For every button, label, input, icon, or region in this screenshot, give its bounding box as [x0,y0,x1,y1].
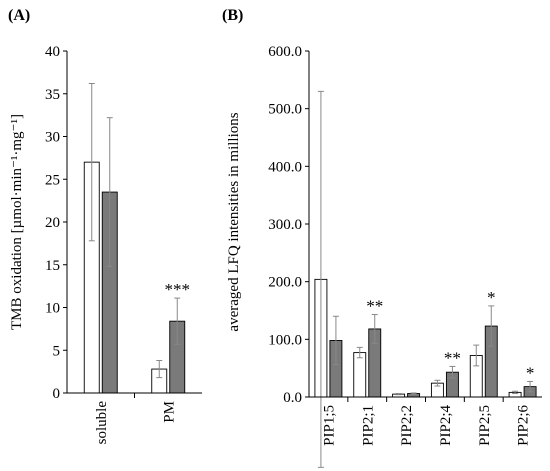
b-significance-mark: ** [444,348,461,367]
panel-a-error-bars [88,82,181,379]
b-error-bar [473,344,480,367]
b-y-tick-label: 500.0 [268,102,302,118]
b-error-bar [410,392,417,395]
b-significance-mark: * [487,288,496,307]
b-error-bar [488,305,495,347]
b-error-bar [317,90,324,468]
panel-b-error-bars [317,90,534,468]
a-error-bar [156,360,163,379]
b-error-bar [512,390,519,395]
panel-b-bars [314,278,537,398]
b-category-label: PIP2;1 [360,405,376,446]
panel-b: (B) averaged LFQ intensities in millions… [222,7,542,468]
b-error-bar [449,365,456,379]
a-y-tick-label: 40 [45,44,60,60]
panel-a-label: (A) [8,7,30,24]
b-error-bar [434,379,441,387]
b-error-bar [371,314,378,344]
b-significance-mark: * [526,363,535,382]
panel-a: (A) TMB oxidation [µmol·min⁻¹·mg⁻¹] 0 5 10… [8,7,202,444]
b-y-tick-label: 200.0 [268,275,302,291]
a-y-tick-label: 10 [45,301,60,317]
a-category-label: PM [161,401,177,423]
a-y-tick-label: 25 [45,172,60,188]
panel-b-significance-marks: ****** [366,288,534,383]
b-y-tick-label: 600.0 [268,44,302,60]
b-category-label: PIP2;4 [438,405,454,446]
b-category-label: PIP1;5 [321,405,337,446]
b-y-tick-label: 0.0 [283,390,302,406]
b-y-tick-label: 100.0 [268,332,302,348]
b-significance-mark: ** [366,297,383,316]
b-y-tick-label: 300.0 [268,217,302,233]
a-y-tick-label: 35 [45,87,60,103]
a-error-bar [106,117,113,267]
a-y-tick-label: 0 [53,386,61,402]
a-error-bar [174,297,181,345]
b-error-bar [356,346,363,359]
a-y-tick-label: 30 [45,130,60,146]
panel-a-y-ticks: 0 5 10 15 20 25 30 35 40 [45,44,67,402]
a-y-tick-label: 20 [45,215,60,231]
panel-a-bars [83,161,186,394]
a-y-tick-label: 5 [53,343,61,359]
b-error-bar [527,380,534,393]
a-error-bar [88,82,95,242]
panel-b-y-ticks: 0.0 100.0 200.0 300.0 400.0 500.0 600.0 [268,44,309,406]
panel-a-significance-marks: *** [165,280,191,299]
panel-b-category-labels: PIP1;5 PIP2;1 PIP2;2 PIP2;4 PIP2;5 PIP2;6 [321,397,532,446]
b-category-label: PIP2;6 [516,405,532,446]
b-category-label: PIP2;2 [399,405,415,446]
a-y-tick-label: 15 [45,258,60,274]
a-category-label: soluble [94,401,110,445]
b-error-bar [332,315,339,366]
panel-a-y-axis-label: TMB oxidation [µmol·min⁻¹·mg⁻¹] [9,114,25,330]
b-error-bar [395,393,402,396]
panel-b-y-axis-label: averaged LFQ intensities in millions [226,112,242,331]
panel-a-category-labels: soluble PM [94,393,177,445]
b-bar-pip21-s1 [353,352,367,398]
b-y-tick-label: 400.0 [268,159,302,175]
a-significance-mark: *** [165,280,191,299]
b-category-label: PIP2;5 [477,405,493,446]
panel-b-label: (B) [222,7,243,24]
